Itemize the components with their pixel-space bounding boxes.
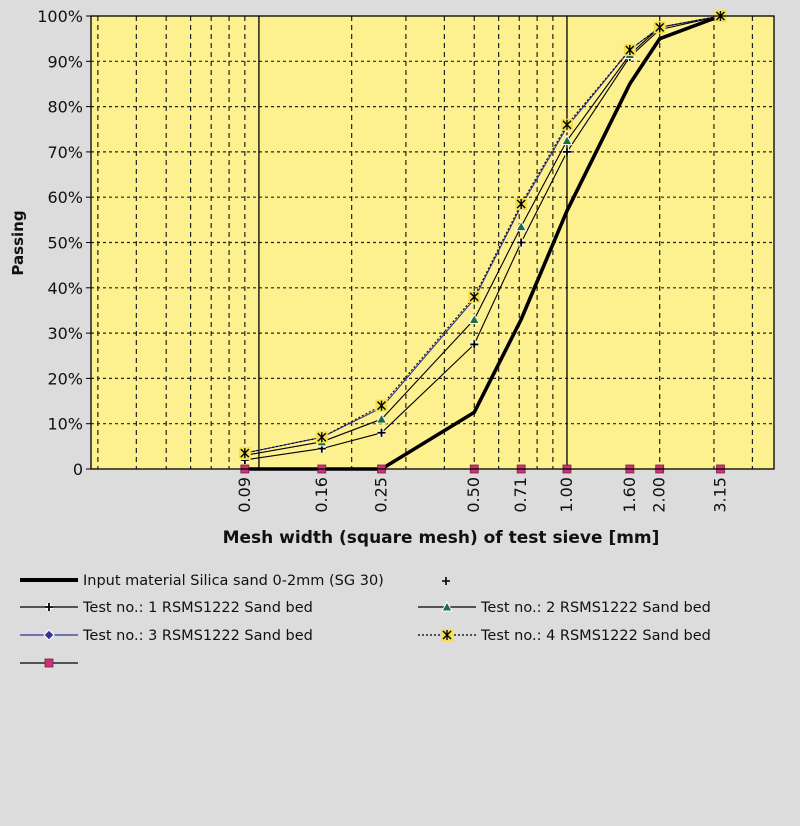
data-point (468, 290, 481, 303)
x-tick-label: 0.71 (511, 477, 530, 513)
data-point (44, 658, 54, 668)
data-point (560, 118, 573, 131)
data-point (43, 629, 55, 641)
x-tick-label: 2.00 (650, 477, 669, 513)
legend-label: Input material Silica sand 0-2mm (SG 30) (83, 573, 384, 589)
x-tick-label: 0.09 (235, 477, 254, 513)
legend-label: Test no.: 4 RSMS1222 Sand bed (480, 628, 711, 644)
data-point (45, 603, 53, 611)
x-tick-label: 1.00 (557, 477, 576, 513)
data-point (468, 313, 481, 325)
legend-item: Test no.: 2 RSMS1222 Sand bed (418, 600, 711, 616)
y-tick-label: 70% (47, 143, 83, 162)
data-point (623, 43, 636, 56)
x-axis-label: Mesh width (square mesh) of test sieve [… (223, 528, 660, 548)
y-tick-label: 0 (73, 460, 83, 479)
y-axis-label: Passing (9, 210, 27, 275)
y-tick-label: 50% (47, 234, 83, 253)
data-point (517, 238, 526, 247)
legend-stray-mark (442, 577, 450, 585)
data-point (441, 629, 453, 641)
legend-item: Input material Silica sand 0-2mm (SG 30) (20, 573, 384, 589)
legend-item (20, 658, 78, 668)
data-point (470, 340, 479, 349)
y-tick-label: 60% (47, 188, 83, 207)
y-tick-label: 20% (47, 369, 83, 388)
data-point (377, 428, 386, 437)
y-tick-label: 30% (47, 324, 83, 343)
x-tick-label: 0.25 (372, 477, 391, 513)
data-point (315, 431, 328, 444)
legend-item: Test no.: 4 RSMS1222 Sand bed (418, 628, 711, 644)
y-tick-label: 10% (47, 415, 83, 434)
y-tick-label: 100% (37, 7, 83, 26)
x-tick-label: 0.50 (464, 477, 483, 513)
x-tick-labels: 0.09 0.16 0.25 0.50 0.71 1.00 1.60 2.00 3.15 (235, 477, 730, 513)
y-tick-label: 80% (47, 98, 83, 117)
data-point (441, 600, 453, 612)
legend-item: Test no.: 1 RSMS1222 Sand bed (20, 600, 313, 616)
y-tick-label: 90% (47, 52, 83, 71)
data-point (653, 21, 666, 34)
legend: Input material Silica sand 0-2mm (SG 30)… (20, 573, 711, 668)
data-point (375, 399, 388, 412)
legend-item: Test no.: 3 RSMS1222 Sand bed (20, 628, 313, 644)
data-point (515, 220, 527, 232)
legend-label: Test no.: 2 RSMS1222 Sand bed (480, 600, 711, 616)
data-point (561, 134, 573, 146)
legend-label: Test no.: 3 RSMS1222 Sand bed (82, 628, 313, 644)
plot-frame (90, 15, 775, 470)
legend-label: Test no.: 1 RSMS1222 Sand bed (82, 600, 313, 616)
data-point (515, 197, 528, 210)
x-tick-label: 1.60 (620, 477, 639, 513)
data-point (375, 413, 388, 424)
y-tick-label: 40% (47, 279, 83, 298)
y-tick-labels: 0 10% 20% 30% 40% 50% 60% 70% 80% 90% 100% (37, 7, 91, 479)
x-tick-label: 3.15 (710, 477, 729, 513)
x-tick-label: 0.16 (312, 477, 331, 513)
data-point (562, 147, 571, 156)
data-point (238, 447, 251, 460)
series-asterisk (238, 10, 727, 460)
